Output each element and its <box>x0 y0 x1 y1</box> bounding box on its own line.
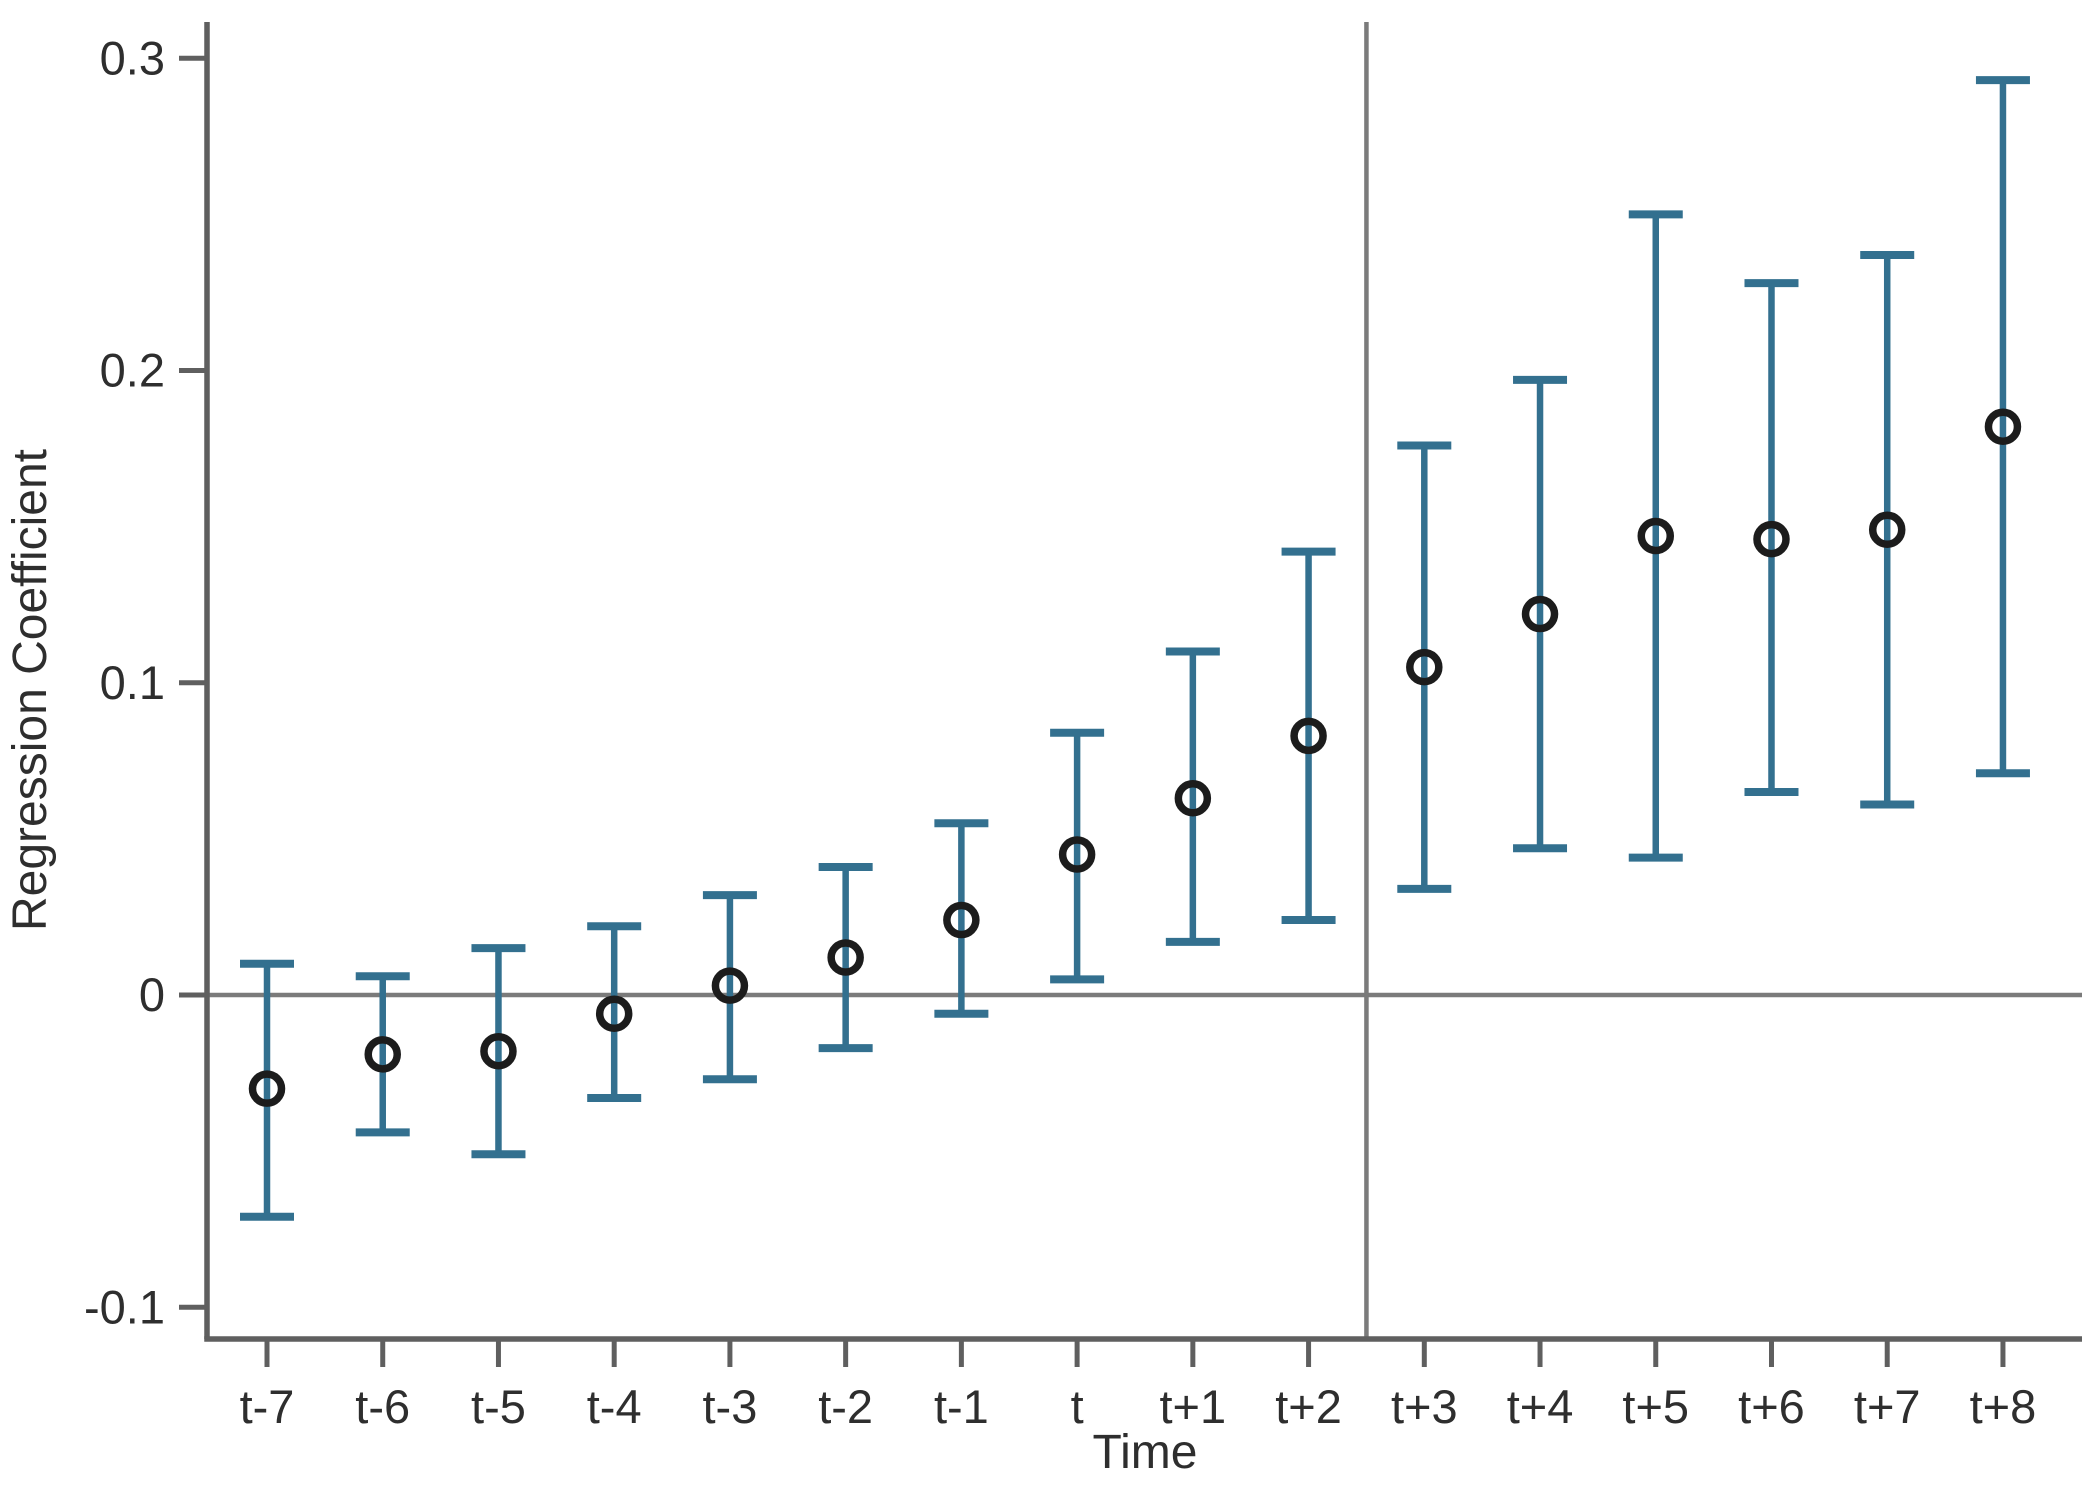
estimate-t+6 <box>1744 279 1799 797</box>
x-tick-label: t+3 <box>1391 1380 1458 1433</box>
x-tick-label: t-5 <box>471 1380 526 1433</box>
x-tick-label: t+6 <box>1738 1380 1805 1433</box>
x-tick-label: t-6 <box>355 1380 410 1433</box>
point-marker <box>1058 836 1096 873</box>
estimate-t+8 <box>1975 76 2030 778</box>
estimate-t+4 <box>1513 375 1568 853</box>
point-marker <box>1290 717 1327 755</box>
estimate-t+5 <box>1628 210 1683 862</box>
x-tick-label: t+4 <box>1507 1380 1574 1433</box>
x-tick-label: t-2 <box>818 1380 873 1433</box>
estimate-t+3 <box>1397 441 1452 893</box>
x-tick-label: t <box>1071 1380 1084 1433</box>
x-tick-label: t-3 <box>702 1380 757 1433</box>
y-tick-label: 0.1 <box>100 656 165 709</box>
point-marker <box>1753 520 1790 558</box>
point-marker <box>1406 648 1443 686</box>
point-marker <box>480 1032 517 1070</box>
x-tick-label: t+5 <box>1622 1380 1689 1433</box>
point-marker <box>1984 408 2022 445</box>
x-tick-label: t+8 <box>1970 1380 2037 1433</box>
x-tick-label: t+2 <box>1275 1380 1342 1433</box>
point-marker <box>827 939 864 976</box>
y-tick-label: -0.1 <box>84 1280 165 1333</box>
estimate-t-7 <box>240 959 294 1221</box>
estimate-t-2 <box>818 862 873 1053</box>
point-marker <box>1174 780 1212 817</box>
y-tick-label: 0.3 <box>100 31 165 84</box>
y-tick-label: 0.2 <box>100 344 165 397</box>
estimate-t <box>1050 728 1105 984</box>
point-marker <box>248 1070 286 1107</box>
point-marker <box>595 995 633 1032</box>
x-tick-label: t-7 <box>240 1380 295 1433</box>
x-tick-label: t-4 <box>587 1380 642 1433</box>
point-marker <box>364 1036 401 1073</box>
y-tick-label: 0 <box>139 968 165 1021</box>
point-marker <box>711 967 749 1004</box>
estimate-t-3 <box>702 891 757 1084</box>
estimate-t-4 <box>587 922 642 1103</box>
point-marker <box>1637 517 1675 555</box>
estimate-t+2 <box>1281 547 1336 925</box>
x-tick-label: t+1 <box>1160 1380 1227 1433</box>
estimate-t-6 <box>355 972 410 1137</box>
estimate-t+1 <box>1165 647 1220 946</box>
point-marker <box>943 901 980 939</box>
axes-layer <box>204 22 2082 1342</box>
x-tick-label: t+7 <box>1854 1380 1921 1433</box>
reference-lines-layer <box>207 22 2082 1339</box>
tick-labels-layer: 0.3 0.2 0.1 0 -0.1 t-7 t-6 t-5 t-4 t-3 t-2 t-1 t t+1 t… <box>84 31 2036 1433</box>
data-layer <box>240 76 2030 1221</box>
x-axis-title: Time <box>1093 1426 1198 1479</box>
point-marker <box>1868 511 1906 548</box>
estimate-t-1 <box>934 819 989 1018</box>
point-marker <box>1521 595 1559 633</box>
x-tick-label: t-1 <box>934 1380 989 1433</box>
estimate-t+7 <box>1860 250 1915 809</box>
estimate-t-5 <box>471 944 526 1159</box>
y-axis-title: Regression Coefficient <box>4 449 57 931</box>
